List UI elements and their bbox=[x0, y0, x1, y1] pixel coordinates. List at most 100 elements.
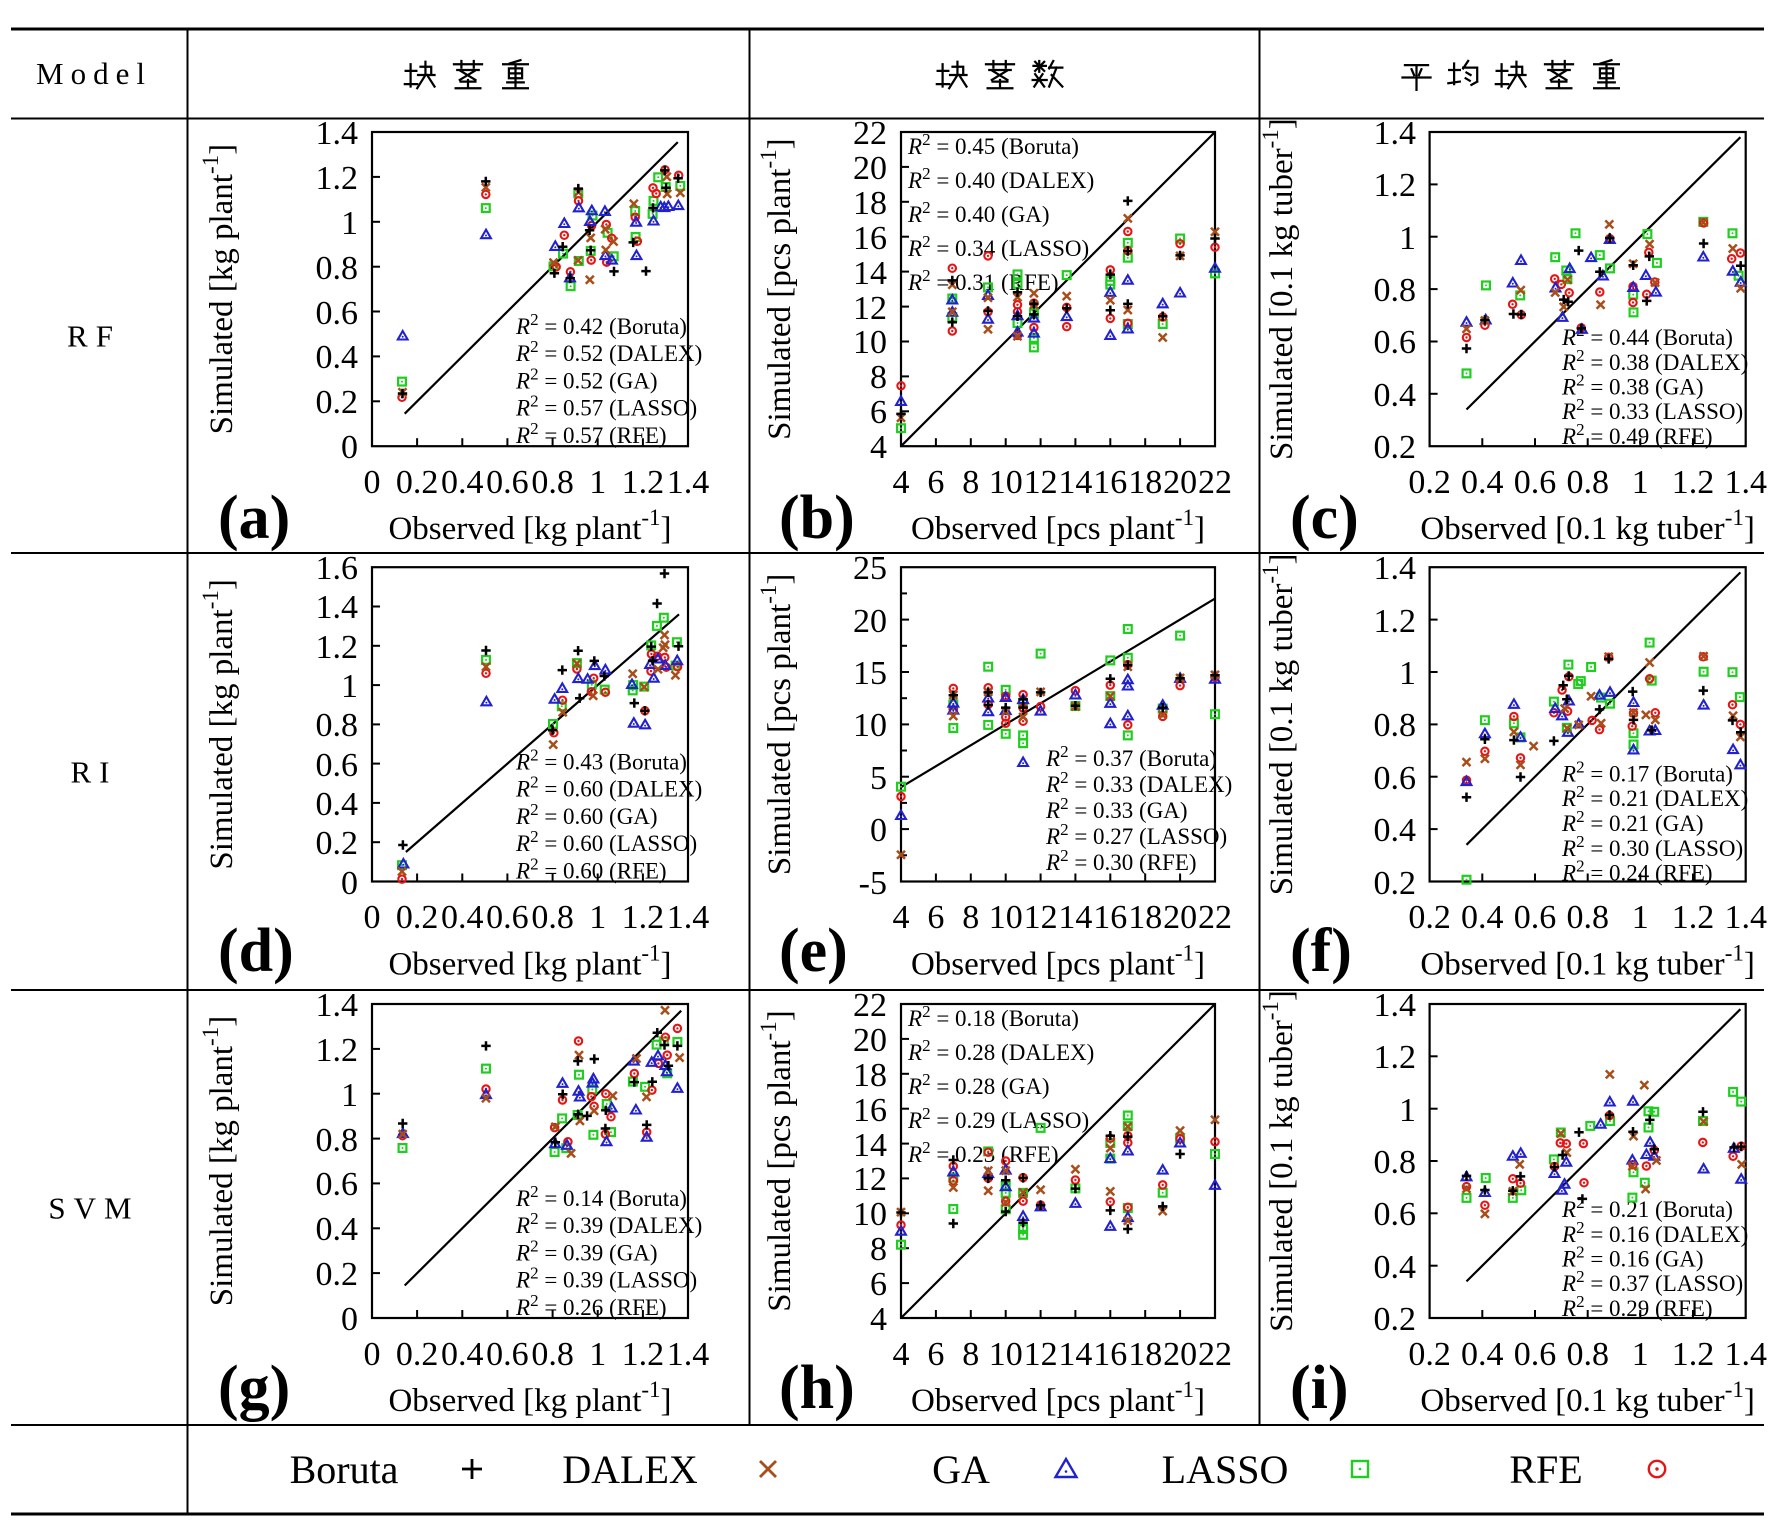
svg-text:R2 = 0.28 (DALEX): R2 = 0.28 (DALEX) bbox=[907, 1036, 1094, 1065]
svg-text:0: 0 bbox=[870, 812, 887, 849]
svg-text:1.4: 1.4 bbox=[1374, 987, 1417, 1024]
svg-text:0.8: 0.8 bbox=[531, 1336, 574, 1373]
svg-text:R2 = 0.17 (Boruta): R2 = 0.17 (Boruta) bbox=[1561, 758, 1733, 787]
svg-text:18: 18 bbox=[853, 1057, 887, 1094]
svg-text:0.4: 0.4 bbox=[441, 464, 484, 501]
svg-text:15: 15 bbox=[853, 655, 887, 692]
svg-text:R2 = 0.26 (RFE): R2 = 0.26 (RFE) bbox=[515, 1291, 667, 1320]
svg-text:1: 1 bbox=[1399, 655, 1416, 692]
svg-text:18: 18 bbox=[1128, 1336, 1162, 1373]
svg-text:0.6: 0.6 bbox=[1514, 1336, 1557, 1373]
svg-text:RFE: RFE bbox=[1509, 1447, 1582, 1492]
svg-text:R2 = 0.30 (RFE): R2 = 0.30 (RFE) bbox=[1045, 846, 1197, 875]
svg-text:Simulated [kg plant-1]: Simulated [kg plant-1] bbox=[198, 144, 240, 434]
svg-text:6: 6 bbox=[927, 899, 944, 936]
svg-text:16: 16 bbox=[853, 1092, 887, 1129]
svg-text:1.4: 1.4 bbox=[1374, 115, 1417, 152]
svg-text:Simulated [pcs plant-1]: Simulated [pcs plant-1] bbox=[756, 574, 798, 875]
svg-text:4: 4 bbox=[893, 464, 910, 501]
svg-text:18: 18 bbox=[1128, 464, 1162, 501]
svg-text:1.4: 1.4 bbox=[1374, 550, 1417, 587]
svg-text:10: 10 bbox=[989, 899, 1023, 936]
svg-text:Observed [pcs plant-1]: Observed [pcs plant-1] bbox=[911, 1377, 1205, 1419]
svg-text:20: 20 bbox=[853, 603, 887, 640]
svg-text:12: 12 bbox=[853, 1161, 887, 1198]
svg-text:1.2: 1.2 bbox=[316, 629, 359, 666]
svg-text:8: 8 bbox=[962, 899, 979, 936]
svg-text:25: 25 bbox=[853, 550, 887, 587]
svg-text:1.4: 1.4 bbox=[667, 1336, 710, 1373]
svg-text:1: 1 bbox=[1632, 899, 1649, 936]
svg-text:(i): (i) bbox=[1290, 1354, 1349, 1422]
svg-text:Observed [kg plant-1]: Observed [kg plant-1] bbox=[388, 505, 671, 547]
svg-text:1.2: 1.2 bbox=[1672, 1336, 1715, 1373]
svg-text:4: 4 bbox=[893, 1336, 910, 1373]
svg-text:10: 10 bbox=[853, 324, 887, 361]
svg-text:R2 = 0.21 (Boruta): R2 = 0.21 (Boruta) bbox=[1561, 1193, 1733, 1222]
svg-text:4: 4 bbox=[870, 429, 887, 466]
svg-text:R2 = 0.21 (GA): R2 = 0.21 (GA) bbox=[1561, 807, 1704, 836]
svg-text:20: 20 bbox=[1163, 899, 1197, 936]
svg-text:12: 12 bbox=[1024, 1336, 1058, 1373]
svg-text:0.2: 0.2 bbox=[396, 899, 439, 936]
svg-text:1.4: 1.4 bbox=[1724, 899, 1767, 936]
svg-text:16: 16 bbox=[853, 220, 887, 257]
svg-text:20: 20 bbox=[1163, 1336, 1197, 1373]
svg-text:(f): (f) bbox=[1290, 917, 1352, 985]
svg-text:Observed [0.1 kg tuber-1]: Observed [0.1 kg tuber-1] bbox=[1420, 1377, 1754, 1419]
svg-text:0: 0 bbox=[341, 865, 358, 902]
svg-text:R2 = 0.60 (RFE): R2 = 0.60 (RFE) bbox=[515, 854, 667, 883]
svg-text:R2 = 0.37 (LASSO): R2 = 0.37 (LASSO) bbox=[1561, 1267, 1743, 1296]
svg-text:14: 14 bbox=[853, 255, 887, 292]
svg-text:R2 = 0.60 (GA): R2 = 0.60 (GA) bbox=[515, 800, 658, 829]
svg-text:R2 = 0.29 (RFE): R2 = 0.29 (RFE) bbox=[1561, 1292, 1713, 1321]
svg-text:22: 22 bbox=[1198, 464, 1232, 501]
svg-text:0.8: 0.8 bbox=[1374, 272, 1417, 309]
svg-text:0.4: 0.4 bbox=[316, 786, 359, 823]
svg-text:12: 12 bbox=[1024, 464, 1058, 501]
svg-text:0.4: 0.4 bbox=[316, 1211, 359, 1248]
svg-text:20: 20 bbox=[853, 150, 887, 187]
svg-text:14: 14 bbox=[853, 1127, 887, 1164]
svg-text:0.8: 0.8 bbox=[1566, 1336, 1609, 1373]
svg-text:(e): (e) bbox=[779, 917, 848, 985]
svg-text:1.2: 1.2 bbox=[622, 464, 665, 501]
svg-text:R2 = 0.49 (RFE): R2 = 0.49 (RFE) bbox=[1561, 420, 1713, 449]
svg-text:Model: Model bbox=[36, 56, 152, 91]
svg-text:0.6: 0.6 bbox=[486, 1336, 529, 1373]
svg-text:R2 = 0.57 (RFE): R2 = 0.57 (RFE) bbox=[515, 419, 667, 448]
svg-text:(h): (h) bbox=[779, 1354, 855, 1422]
svg-text:1.2: 1.2 bbox=[1672, 464, 1715, 501]
svg-text:18: 18 bbox=[1128, 899, 1162, 936]
svg-text:1.4: 1.4 bbox=[1724, 1336, 1767, 1373]
svg-text:R2 = 0.45 (Boruta): R2 = 0.45 (Boruta) bbox=[907, 130, 1079, 159]
svg-text:1: 1 bbox=[1399, 1092, 1416, 1129]
svg-text:14: 14 bbox=[1058, 464, 1092, 501]
svg-text:R2 = 0.21 (DALEX): R2 = 0.21 (DALEX) bbox=[1561, 782, 1748, 811]
svg-text:22: 22 bbox=[853, 115, 887, 152]
svg-text:0.4: 0.4 bbox=[1461, 1336, 1504, 1373]
svg-text:0.8: 0.8 bbox=[1566, 899, 1609, 936]
svg-text:8: 8 bbox=[870, 359, 887, 396]
svg-text:0: 0 bbox=[364, 1336, 381, 1373]
svg-text:0.8: 0.8 bbox=[1566, 464, 1609, 501]
svg-text:0.2: 0.2 bbox=[396, 1336, 439, 1373]
svg-text:0.4: 0.4 bbox=[1461, 899, 1504, 936]
svg-text:Simulated [kg plant-1]: Simulated [kg plant-1] bbox=[198, 579, 240, 869]
svg-text:(d): (d) bbox=[218, 917, 294, 985]
svg-text:0.2: 0.2 bbox=[316, 825, 359, 862]
svg-text:1.4: 1.4 bbox=[316, 987, 359, 1024]
svg-text:8: 8 bbox=[870, 1231, 887, 1268]
svg-text:1.2: 1.2 bbox=[1374, 167, 1417, 204]
svg-text:1: 1 bbox=[589, 464, 606, 501]
svg-text:1.2: 1.2 bbox=[1374, 603, 1417, 640]
svg-text:R2 = 0.38 (GA): R2 = 0.38 (GA) bbox=[1561, 371, 1704, 400]
svg-text:R2 = 0.34 (LASSO): R2 = 0.34 (LASSO) bbox=[907, 232, 1089, 261]
svg-text:Boruta: Boruta bbox=[290, 1447, 399, 1492]
svg-text:R2 = 0.39 (GA): R2 = 0.39 (GA) bbox=[515, 1236, 658, 1265]
svg-text:0: 0 bbox=[341, 429, 358, 466]
svg-text:-5: -5 bbox=[859, 865, 887, 902]
svg-text:0.4: 0.4 bbox=[1374, 812, 1417, 849]
svg-text:1.2: 1.2 bbox=[1374, 1039, 1417, 1076]
svg-text:10: 10 bbox=[989, 1336, 1023, 1373]
